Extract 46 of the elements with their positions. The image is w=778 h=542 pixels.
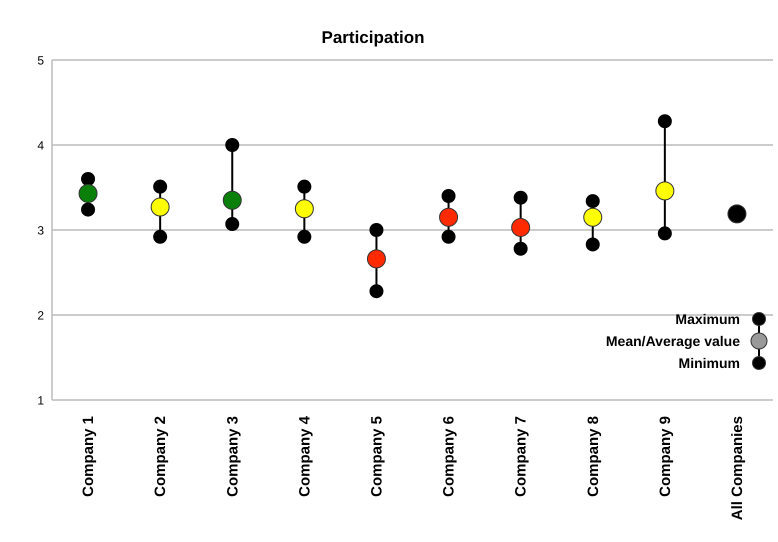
point [297,180,312,194]
point [442,189,456,203]
x-tick-label: Company 6 [440,416,458,497]
point [78,184,98,203]
legend-label: Mean/Average value [606,333,740,349]
x-tick-label: Company 9 [656,416,674,497]
point [81,172,96,186]
point [369,284,384,298]
y-tick-label: 5 [37,53,44,68]
x-tick-label: Company 8 [584,416,602,497]
point [225,138,240,152]
point [442,230,456,244]
point [150,198,170,217]
point [222,190,242,210]
chart-title: Participation [320,28,426,48]
x-tick-label: Company 5 [368,416,386,497]
y-tick-label: 2 [37,308,44,322]
point [297,230,312,244]
point [294,199,314,218]
point [81,202,96,217]
point [225,217,240,232]
point [511,218,530,237]
x-tick-label: Company 3 [224,416,242,497]
point [514,242,528,256]
point [655,181,674,200]
x-tick-label: Company 2 [152,416,170,497]
legend-label: Maximum [675,311,740,327]
point [658,114,672,128]
y-tick-label: 3 [37,223,44,238]
x-tick-label: Company 7 [512,416,530,497]
x-tick-label: Company 1 [80,416,98,497]
legend-label: Minimum [678,355,740,371]
point [583,208,602,227]
point [439,208,458,227]
point [366,249,386,268]
y-tick-label: 1 [37,393,44,408]
point [586,237,600,252]
x-tick-label: All Companies [728,416,746,520]
point [369,223,384,237]
point [514,190,528,205]
point [586,194,600,208]
point [658,226,672,240]
point [153,230,168,244]
x-tick-label: Company 4 [296,415,314,497]
point [153,180,168,194]
y-tick-label: 4 [37,138,44,152]
